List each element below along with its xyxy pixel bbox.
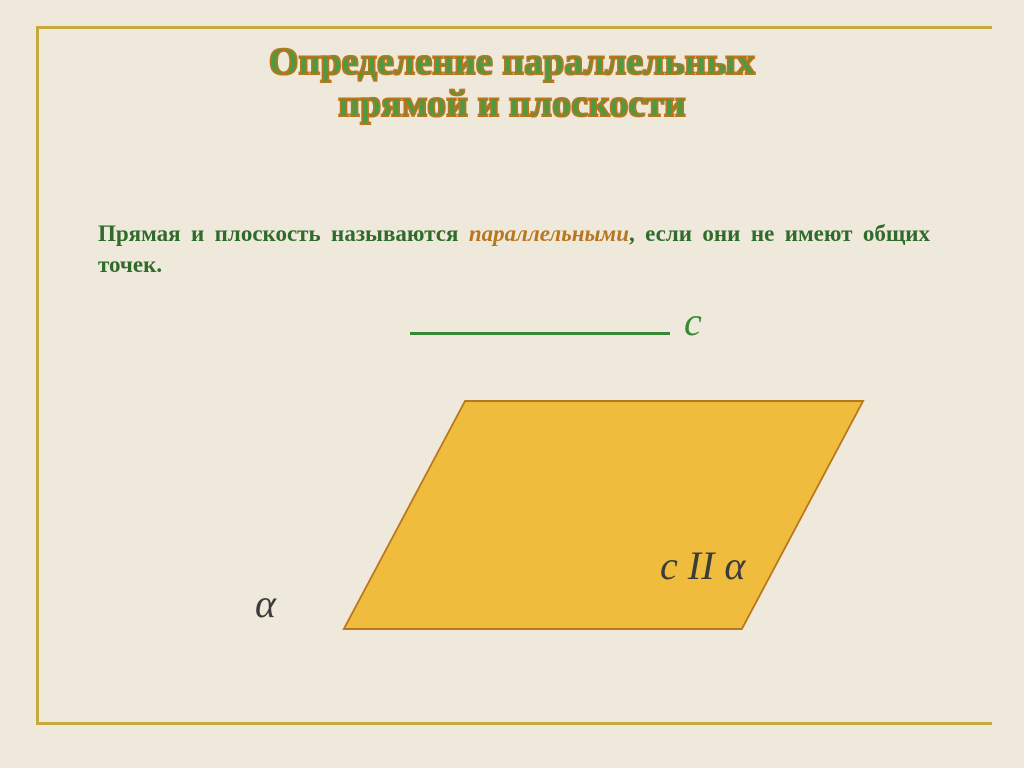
line-c xyxy=(410,332,670,335)
definition-before: Прямая и плоскость называются xyxy=(98,221,469,246)
label-relation: с ΙΙ α xyxy=(660,542,745,589)
diagram: с α с ΙΙ α xyxy=(160,310,860,690)
title-line-1: Определение параллельных xyxy=(269,41,755,83)
slide: Определение параллельных прямой и плоско… xyxy=(0,0,1024,768)
title-line-2: прямой и плоскости xyxy=(338,83,686,125)
definition-text: Прямая и плоскость называются параллельн… xyxy=(98,218,930,280)
label-alpha: α xyxy=(255,580,276,627)
plane-alpha xyxy=(342,400,864,630)
definition-highlight: параллельными xyxy=(469,221,629,246)
page-title: Определение параллельных прямой и плоско… xyxy=(0,42,1024,126)
frame-left xyxy=(36,26,39,722)
frame-bottom xyxy=(36,722,992,725)
frame-top xyxy=(36,26,992,29)
label-c: с xyxy=(684,298,702,345)
